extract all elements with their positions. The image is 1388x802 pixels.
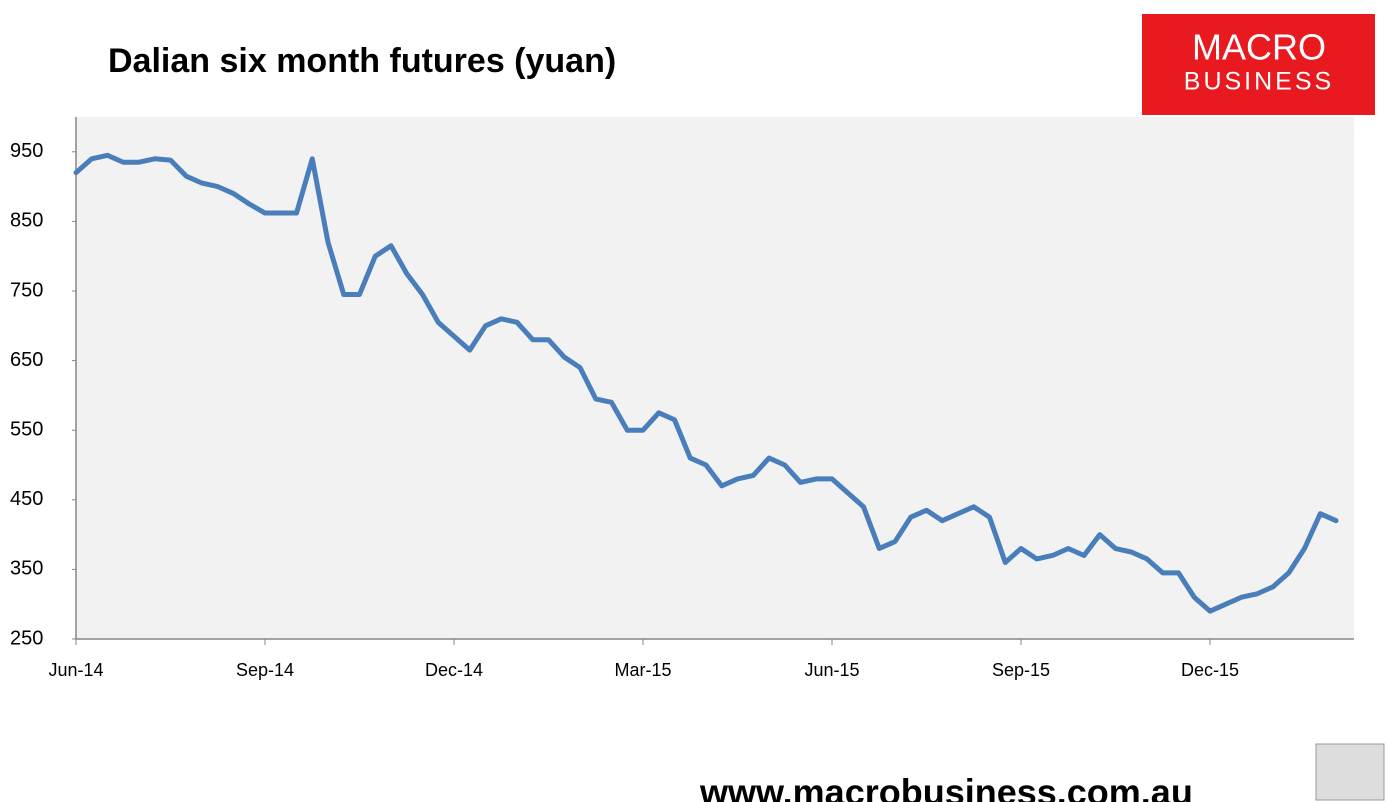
x-tick-label: Sep-14 [236, 660, 294, 680]
y-tick-label: 850 [10, 210, 43, 232]
y-tick-label: 350 [10, 558, 43, 580]
y-tick-label: 450 [10, 488, 43, 510]
logo-bottom: BUSINESS [1184, 68, 1334, 96]
logo-top: MACRO [1192, 27, 1326, 68]
x-tick-label: Sep-15 [992, 660, 1050, 680]
logo-box [1142, 14, 1375, 115]
mascot-icon [1315, 743, 1385, 801]
y-tick-label: 950 [10, 140, 43, 162]
y-tick-label: 550 [10, 418, 43, 440]
x-tick-label: Jun-14 [48, 660, 103, 680]
x-tick-label: Mar-15 [614, 660, 671, 680]
y-tick-label: 250 [10, 627, 43, 649]
y-tick-label: 750 [10, 279, 43, 301]
chart-title: Dalian six month futures (yuan) [108, 42, 616, 80]
source-url: www.macrobusiness.com.au [699, 772, 1193, 802]
x-tick-label: Dec-14 [425, 660, 483, 680]
data-line [73, 152, 1339, 614]
plot-area [76, 117, 1354, 639]
x-tick-label: Jun-15 [804, 660, 859, 680]
x-tick-label: Dec-15 [1181, 660, 1239, 680]
y-tick-label: 650 [10, 349, 43, 371]
